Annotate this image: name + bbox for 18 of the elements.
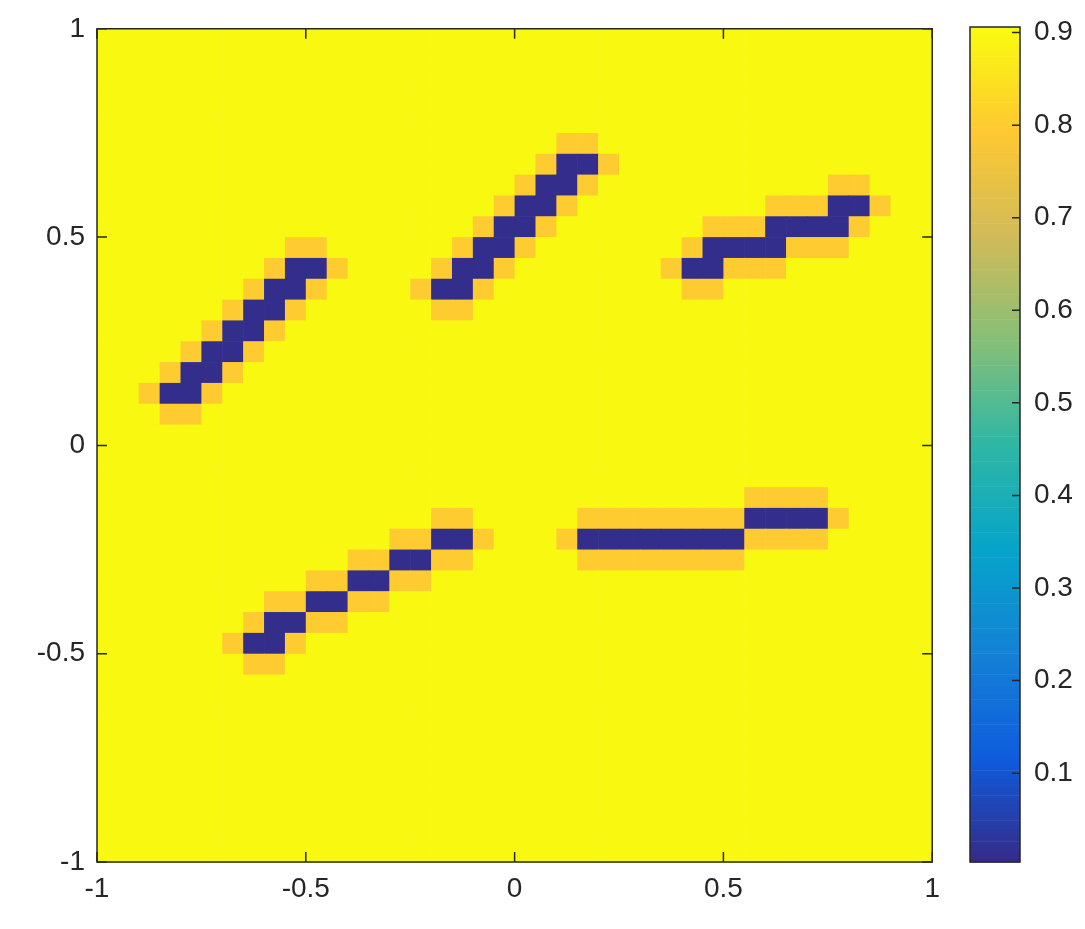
x-tick-label: 0.5 [703, 871, 743, 903]
color-bar-label: 0.4 [1034, 478, 1073, 510]
x-tick-label: -0.5 [281, 871, 330, 903]
color-bar-label: 0.5 [1034, 385, 1073, 417]
y-tick-label: -1 [60, 844, 85, 876]
color-bar-label: 0.9 [1034, 15, 1073, 47]
y-tick-label: -0.5 [36, 636, 85, 668]
y-tick-label: 0.5 [46, 219, 85, 251]
y-tick-label: 1 [69, 11, 85, 43]
color-bar-label: 0.8 [1034, 107, 1073, 139]
color-bar-label: 0.1 [1034, 755, 1073, 787]
color-bar-label: 0.6 [1034, 292, 1073, 324]
color-bar-label: 0.7 [1034, 200, 1073, 232]
color-bar-label: 0.2 [1034, 663, 1073, 695]
y-tick-label: 0 [69, 428, 85, 460]
color-bar-label: 0.3 [1034, 570, 1073, 602]
x-tick-label: 1 [924, 871, 940, 903]
x-tick-label: 0 [506, 871, 523, 903]
